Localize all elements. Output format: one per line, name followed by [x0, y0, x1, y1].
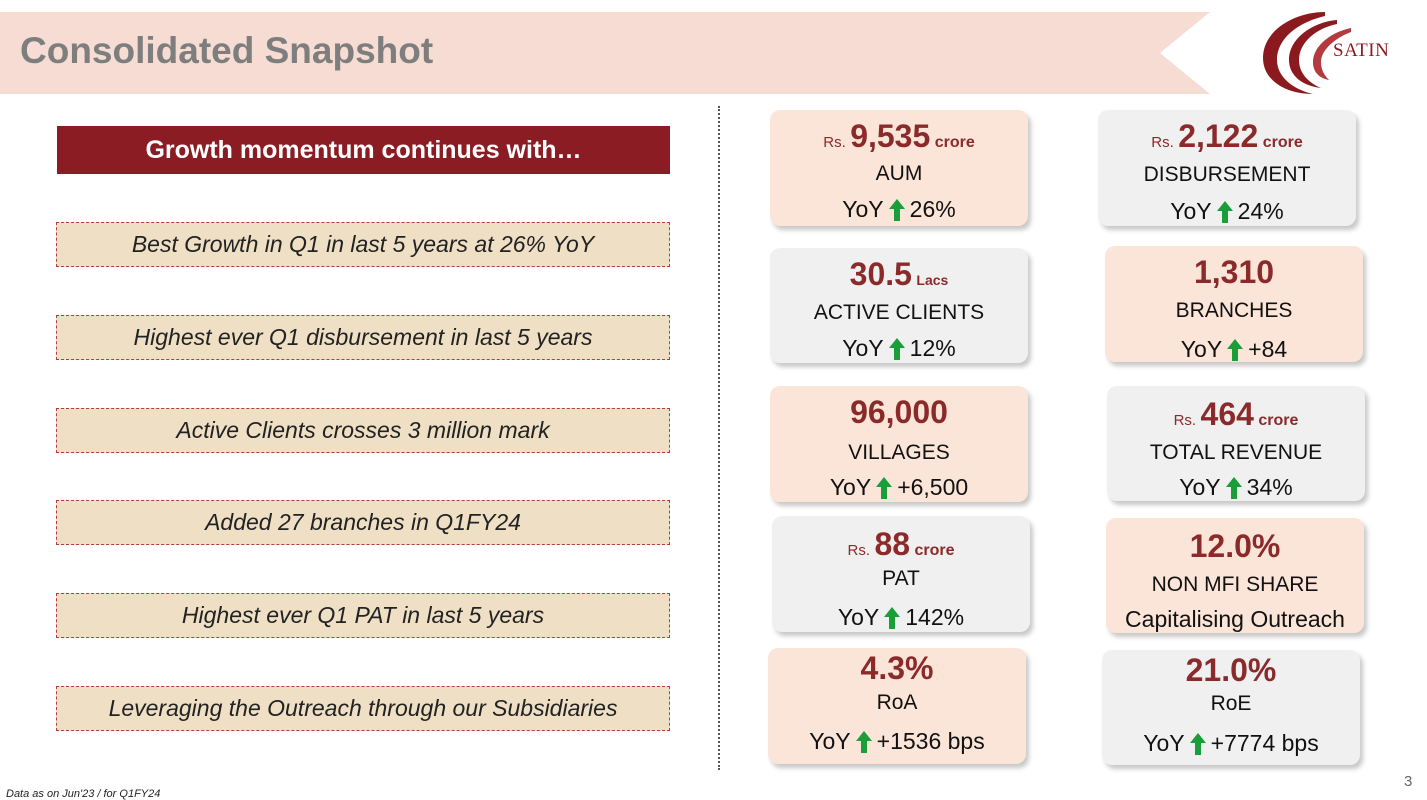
- metric-card-disbursement: Rs. 2,122 crore DISBURSEMENT YoY 24%: [1098, 110, 1356, 226]
- metric-unit: crore: [1262, 134, 1303, 151]
- yoy-change: 24%: [1237, 198, 1284, 224]
- arrow-up-icon: [884, 606, 901, 629]
- yoy-change: +1536 bps: [876, 728, 985, 754]
- header-band: [0, 12, 1210, 94]
- arrow-up-icon: [888, 337, 905, 360]
- metric-unit: crore: [934, 134, 975, 151]
- metric-label: VILLAGES: [848, 441, 950, 464]
- metric-card-aum: Rs. 9,535 crore AUM YoY 26%: [770, 110, 1028, 226]
- metric-card-branches: 1,310 BRANCHES YoY +84: [1105, 246, 1363, 362]
- yoy-label: YoY: [842, 196, 884, 222]
- highlight-point-4: Added 27 branches in Q1FY24: [56, 500, 670, 545]
- metric-value: 88: [874, 526, 911, 562]
- logo-text: SATIN: [1333, 40, 1390, 61]
- metric-label: ACTIVE CLIENTS: [813, 301, 985, 324]
- arrow-up-icon: [1227, 338, 1244, 361]
- metric-card-villages: 96,000 VILLAGES YoY +6,500: [770, 386, 1028, 502]
- yoy-row: YoY 34%: [1107, 474, 1365, 501]
- yoy-change: +6,500: [897, 474, 969, 500]
- yoy-change: 12%: [909, 335, 956, 361]
- arrow-up-icon: [855, 730, 872, 753]
- yoy-change: +7774 bps: [1210, 730, 1319, 756]
- metric-value: 21.0%: [1185, 652, 1277, 688]
- yoy-row: YoY +84: [1105, 336, 1363, 363]
- metric-card-active-clients: 30.5 Lacs ACTIVE CLIENTS YoY 12%: [770, 248, 1028, 363]
- growth-banner: Growth momentum continues with…: [57, 126, 670, 174]
- yoy-change: +84: [1248, 336, 1288, 362]
- yoy-row: YoY +7774 bps: [1102, 730, 1360, 757]
- metric-value: 9,535: [850, 118, 931, 154]
- metric-label: RoA: [876, 691, 918, 714]
- yoy-label: YoY: [837, 604, 880, 630]
- page-title: Consolidated Snapshot: [20, 30, 434, 71]
- metric-label: RoE: [1210, 692, 1252, 715]
- highlight-point-3: Active Clients crosses 3 million mark: [56, 408, 670, 453]
- vertical-divider: [718, 106, 720, 770]
- metric-unit: crore: [914, 542, 955, 559]
- metric-value: 464: [1200, 396, 1254, 432]
- yoy-label: YoY: [1170, 198, 1212, 224]
- metric-card-non-mfi-share: 12.0% NON MFI SHARE Capitalising Outreac…: [1106, 518, 1364, 633]
- metric-card-roa: 4.3% RoA YoY +1536 bps: [768, 648, 1026, 764]
- highlight-point-5: Highest ever Q1 PAT in last 5 years: [56, 593, 670, 638]
- metric-card-roe: 21.0% RoE YoY +7774 bps: [1102, 650, 1360, 765]
- yoy-row: YoY 12%: [770, 335, 1028, 362]
- highlight-point-6: Leveraging the Outreach through our Subs…: [56, 686, 670, 731]
- yoy-label: YoY: [1179, 474, 1221, 500]
- highlight-point-2: Highest ever Q1 disbursement in last 5 y…: [56, 315, 670, 360]
- metric-sublabel: Capitalising Outreach: [1125, 606, 1345, 632]
- metric-label: BRANCHES: [1175, 299, 1293, 322]
- yoy-label: YoY: [809, 728, 851, 754]
- metric-value: 1,310: [1193, 254, 1275, 290]
- yoy-row: YoY +6,500: [770, 474, 1028, 501]
- metric-card-pat: Rs. 88 crore PAT YoY 142%: [772, 516, 1030, 632]
- arrow-up-icon: [1216, 200, 1233, 223]
- metric-unit: crore: [1258, 412, 1299, 429]
- arrow-up-icon: [876, 476, 893, 499]
- yoy-row: YoY 142%: [772, 604, 1030, 631]
- yoy-change: 142%: [905, 604, 965, 630]
- metric-label: AUM: [875, 162, 923, 185]
- metric-label: NON MFI SHARE: [1151, 573, 1319, 596]
- yoy-label: YoY: [829, 474, 872, 500]
- currency-prefix: Rs.: [1151, 134, 1174, 151]
- metric-value: 30.5: [849, 256, 912, 292]
- currency-prefix: Rs.: [1173, 412, 1197, 429]
- yoy-row: YoY 26%: [770, 196, 1028, 223]
- yoy-change: 34%: [1246, 474, 1293, 500]
- arrow-up-icon: [888, 198, 905, 221]
- metric-card-total-revenue: Rs. 464 crore TOTAL REVENUE YoY 34%: [1107, 386, 1365, 501]
- arrow-up-icon: [1189, 732, 1206, 755]
- metric-value: 4.3%: [860, 650, 934, 686]
- yoy-row: YoY 24%: [1098, 198, 1356, 225]
- metric-label: TOTAL REVENUE: [1149, 441, 1323, 464]
- footer-note: Data as on Jun'23 / for Q1FY24: [6, 788, 161, 800]
- yoy-change: 26%: [909, 196, 956, 222]
- metric-value: 12.0%: [1189, 528, 1281, 564]
- metric-unit: Lacs: [916, 272, 949, 288]
- metric-value: 2,122: [1178, 118, 1259, 154]
- highlight-point-1: Best Growth in Q1 in last 5 years at 26%…: [56, 222, 670, 267]
- currency-prefix: Rs.: [823, 134, 846, 151]
- arrow-up-icon: [1225, 476, 1242, 499]
- yoy-label: YoY: [1180, 336, 1223, 362]
- yoy-label: YoY: [842, 335, 884, 361]
- currency-prefix: Rs.: [847, 542, 870, 559]
- yoy-row: YoY +1536 bps: [768, 728, 1026, 755]
- satin-logo: [1263, 12, 1351, 94]
- metric-label: PAT: [882, 567, 920, 590]
- page-number: 3: [1404, 773, 1413, 790]
- metric-value: 96,000: [850, 394, 948, 430]
- yoy-label: YoY: [1143, 730, 1185, 756]
- metric-label: DISBURSEMENT: [1143, 163, 1311, 186]
